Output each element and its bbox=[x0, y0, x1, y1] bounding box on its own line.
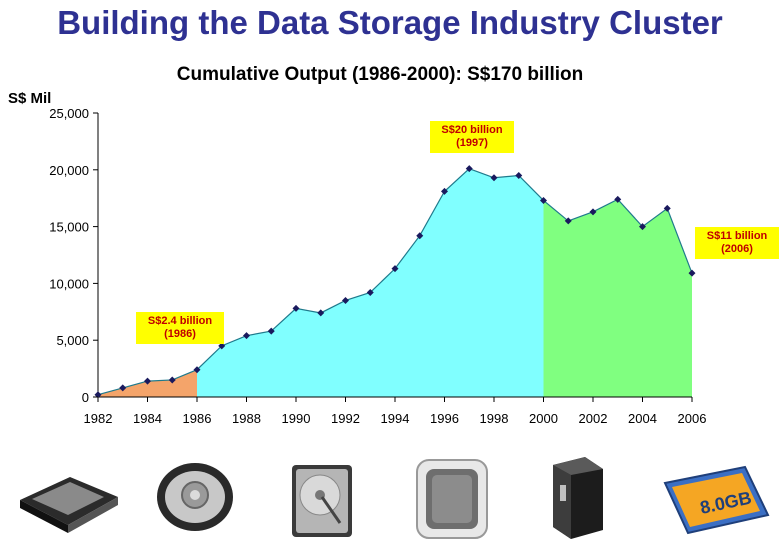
y-tick-label: 25,000 bbox=[49, 106, 89, 121]
data-point-1997 bbox=[465, 165, 473, 173]
callout-2006: S$11 billion (2006) bbox=[695, 227, 779, 259]
chart-subtitle: Cumulative Output (1986-2000): S$170 bil… bbox=[176, 64, 584, 85]
network-storage-device-icon bbox=[416, 459, 488, 539]
data-point-1996 bbox=[441, 187, 448, 195]
area-segment-1 bbox=[197, 168, 544, 397]
callout-1986-value: S$2.4 billion bbox=[147, 315, 213, 327]
y-axis-unit-label: S$ Mil bbox=[8, 90, 52, 107]
data-point-2004 bbox=[639, 223, 646, 231]
callout-peak-1997: S$20 billion (1997) bbox=[430, 121, 514, 153]
external-drive-icon bbox=[553, 457, 603, 539]
y-tick-label: 20,000 bbox=[49, 163, 89, 178]
data-point-1986 bbox=[193, 366, 201, 374]
output-area-chart: 0 5,000 10,000 15,000 20,000 25,000 1982 1984 19… bbox=[49, 106, 707, 426]
data-point-1983 bbox=[119, 384, 127, 392]
callout-peak-1997-year: (1997) bbox=[456, 137, 488, 149]
data-point-1985 bbox=[168, 376, 176, 384]
data-point-1990 bbox=[292, 304, 300, 312]
callout-1986: S$2.4 billion (1986) bbox=[136, 312, 224, 344]
data-point-2001 bbox=[564, 217, 572, 225]
callout-2006-value: S$11 billion bbox=[706, 230, 768, 242]
data-point-1993 bbox=[366, 288, 374, 296]
data-point-1998 bbox=[490, 174, 498, 182]
callout-peak-1997-value: S$20 billion bbox=[441, 124, 503, 136]
y-tick-label: 15,000 bbox=[49, 220, 89, 235]
data-point-1988 bbox=[243, 332, 250, 340]
data-point-2003 bbox=[614, 195, 622, 203]
data-point-2005 bbox=[663, 204, 671, 212]
callout-2006-year: (2006) bbox=[721, 243, 753, 255]
data-point-1992 bbox=[342, 296, 349, 304]
y-tick-label: 5,000 bbox=[56, 333, 89, 348]
hard-disk-drive-icon bbox=[292, 465, 352, 537]
x-tick-label: 1996 bbox=[430, 411, 459, 426]
x-tick-label: 1998 bbox=[480, 411, 509, 426]
data-point-1982 bbox=[94, 391, 102, 399]
data-point-1995 bbox=[416, 232, 424, 240]
data-point-2000 bbox=[540, 196, 547, 204]
x-tick-label: 2004 bbox=[628, 411, 657, 426]
data-point-2006 bbox=[688, 269, 696, 277]
y-tick-label: 0 bbox=[82, 390, 89, 405]
area-segment-2 bbox=[543, 199, 692, 397]
product-strip: 8.0GB bbox=[20, 457, 770, 539]
x-tick-label: 1992 bbox=[331, 411, 360, 426]
x-tick-label: 1982 bbox=[84, 411, 113, 426]
x-tick-label: 1988 bbox=[232, 411, 261, 426]
data-point-1989 bbox=[267, 327, 275, 335]
data-point-2002 bbox=[589, 208, 597, 216]
slide-title: Building the Data Storage Industry Clust… bbox=[57, 4, 723, 41]
portable-hard-drive-icon bbox=[20, 477, 118, 533]
x-tick-label: 2006 bbox=[678, 411, 707, 426]
x-tick-label: 1984 bbox=[133, 411, 162, 426]
x-tick-label: 1986 bbox=[183, 411, 212, 426]
data-point-1999 bbox=[515, 171, 523, 179]
data-point-1994 bbox=[391, 265, 399, 273]
x-tick-label: 1994 bbox=[381, 411, 410, 426]
portable-media-player-icon bbox=[157, 463, 233, 531]
x-tick-label: 1990 bbox=[282, 411, 311, 426]
compactflash-card-icon: 8.0GB bbox=[663, 465, 770, 535]
callout-1986-year: (1986) bbox=[164, 328, 196, 340]
data-point-1987 bbox=[218, 342, 226, 350]
x-tick-label: 2002 bbox=[579, 411, 608, 426]
x-tick-label: 2000 bbox=[529, 411, 558, 426]
data-point-1991 bbox=[317, 309, 325, 317]
data-point-1984 bbox=[144, 377, 151, 385]
y-tick-label: 10,000 bbox=[49, 276, 89, 291]
